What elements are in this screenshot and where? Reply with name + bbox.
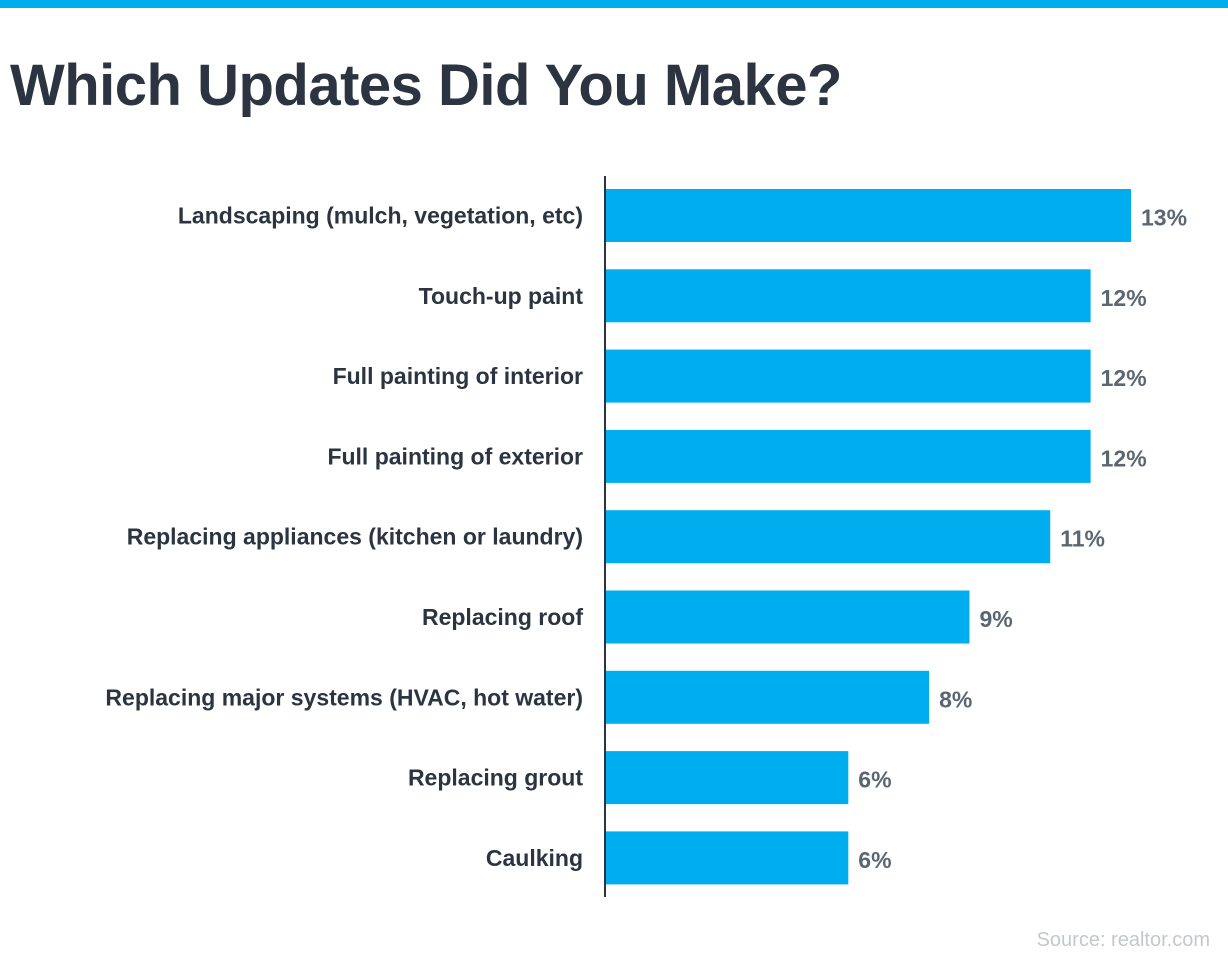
- top-accent-bar: [0, 0, 1228, 8]
- value-label: 9%: [979, 606, 1012, 632]
- value-label: 6%: [858, 847, 891, 873]
- bar: [606, 831, 849, 885]
- category-label: Replacing grout: [408, 765, 583, 791]
- value-label: 11%: [1060, 526, 1105, 552]
- value-label: 12%: [1101, 445, 1147, 471]
- category-label: Full painting of interior: [333, 363, 583, 389]
- category-label: Replacing appliances (kitchen or laundry…: [127, 524, 583, 550]
- bar: [606, 510, 1051, 564]
- category-label: Caulking: [486, 845, 583, 871]
- bar: [606, 670, 930, 724]
- category-label: Full painting of exterior: [327, 443, 583, 469]
- chart-title: Which Updates Did You Make?: [10, 53, 842, 118]
- value-label: 12%: [1101, 365, 1147, 391]
- bar: [606, 349, 1091, 403]
- category-label: Replacing major systems (HVAC, hot water…: [105, 684, 583, 710]
- bars-group: Landscaping (mulch, vegetation, etc) 13% T…: [105, 189, 1187, 885]
- category-label: Touch-up paint: [419, 283, 584, 309]
- bar: [606, 269, 1091, 323]
- bar: [606, 590, 970, 644]
- value-label: 13%: [1141, 205, 1187, 231]
- category-label: Replacing roof: [422, 604, 583, 630]
- source-note: Source: realtor.com: [1036, 929, 1210, 951]
- value-label: 12%: [1101, 285, 1147, 311]
- bar: [606, 429, 1091, 483]
- bar: [606, 751, 849, 805]
- value-label: 6%: [858, 767, 891, 793]
- value-label: 8%: [939, 686, 972, 712]
- category-label: Landscaping (mulch, vegetation, etc): [178, 203, 583, 229]
- bar: [606, 189, 1131, 242]
